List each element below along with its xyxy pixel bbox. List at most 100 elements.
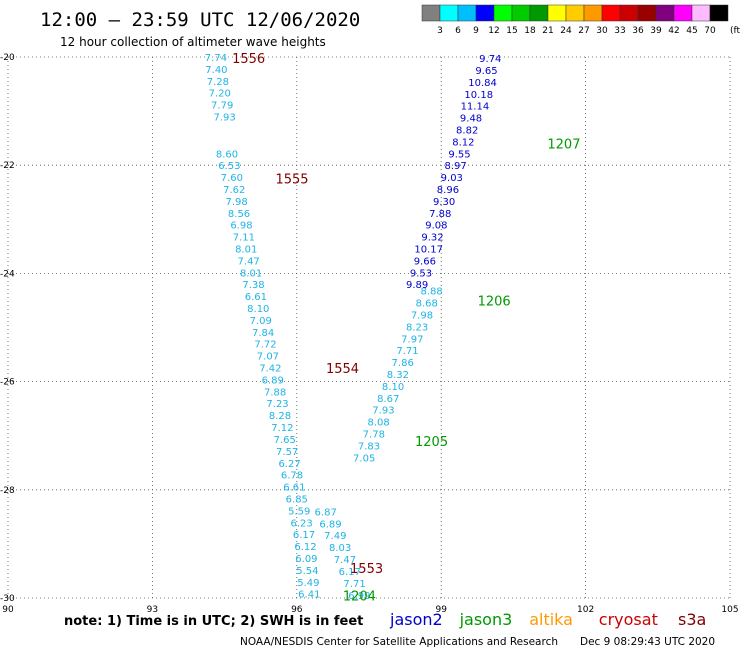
wave-height-point: 9.53 bbox=[410, 268, 432, 279]
scale-swatch bbox=[673, 4, 693, 22]
wave-height-point: 9.30 bbox=[433, 197, 455, 208]
wave-height-point: 6.17 bbox=[339, 567, 361, 578]
wave-height-point: 6.53 bbox=[218, 161, 240, 172]
wave-height-point: 6.09 bbox=[295, 554, 317, 565]
pass-label: 1207 bbox=[547, 138, 580, 153]
wave-height-point: 9.08 bbox=[425, 221, 447, 232]
scale-swatch bbox=[457, 4, 477, 22]
mission-label: jason2 bbox=[389, 610, 443, 629]
wave-height-point: 8.10 bbox=[247, 304, 269, 315]
wave-height-point: 7.98 bbox=[226, 197, 248, 208]
scale-label: 27 bbox=[578, 26, 589, 36]
wave-height-point: 7.07 bbox=[257, 352, 279, 363]
chart-title: 12:00 – 23:59 UTC 12/06/2020 bbox=[40, 9, 360, 31]
y-tick-label: -26 bbox=[0, 378, 15, 388]
scale-swatch bbox=[601, 4, 621, 22]
y-tick-label: -20 bbox=[0, 53, 15, 63]
scale-swatch bbox=[655, 4, 675, 22]
scale-swatch bbox=[439, 4, 459, 22]
wave-height-point: 9.66 bbox=[414, 256, 436, 267]
wave-height-point: 6.12 bbox=[294, 542, 316, 553]
scale-label: 36 bbox=[632, 26, 644, 36]
scale-label: 24 bbox=[560, 26, 572, 36]
pass-label: 1204 bbox=[343, 589, 376, 604]
wave-height-point: 6.61 bbox=[245, 292, 267, 303]
scale-swatch bbox=[529, 4, 549, 22]
scale-unit: (ft) bbox=[730, 26, 740, 36]
pass-number-labels: 1556 1555 1554 1553 1207 1206 1205 1204 bbox=[232, 52, 580, 604]
scale-swatch bbox=[709, 4, 729, 22]
pass-label: 1556 bbox=[232, 52, 265, 67]
wave-height-values: 7.747.407.287.207.797.938.606.537.607.62… bbox=[205, 53, 502, 602]
scale-label: 21 bbox=[542, 26, 553, 36]
wave-height-point: 10.17 bbox=[414, 245, 443, 256]
wave-height-point: 8.08 bbox=[367, 418, 389, 429]
wave-height-point: 8.03 bbox=[329, 543, 351, 554]
wave-height-point: 8.01 bbox=[235, 245, 257, 256]
wave-height-point: 8.01 bbox=[240, 268, 262, 279]
wave-height-point: 7.72 bbox=[254, 340, 276, 351]
wave-height-point: 7.47 bbox=[334, 555, 356, 566]
x-tick-label: 105 bbox=[721, 605, 738, 615]
scale-swatch bbox=[565, 4, 585, 22]
scale-swatch bbox=[511, 4, 531, 22]
wave-height-point: 6.17 bbox=[293, 530, 315, 541]
scale-swatch bbox=[493, 4, 513, 22]
wave-height-point: 8.82 bbox=[456, 125, 478, 136]
wave-height-point: 7.65 bbox=[274, 435, 296, 446]
chart-subtitle: 12 hour collection of altimeter wave hei… bbox=[60, 35, 326, 49]
wave-height-point: 6.61 bbox=[283, 483, 305, 494]
wave-height-point: 7.49 bbox=[324, 531, 346, 542]
wave-height-point: 7.42 bbox=[259, 364, 281, 375]
y-tick-label: -24 bbox=[0, 269, 15, 279]
wave-height-point: 7.71 bbox=[396, 346, 418, 357]
wave-height-point: 7.47 bbox=[238, 256, 260, 267]
scale-label: 42 bbox=[668, 26, 679, 36]
wave-height-point: 7.05 bbox=[353, 453, 375, 464]
wave-height-point: 10.18 bbox=[464, 90, 493, 101]
wave-height-point: 6.41 bbox=[298, 590, 320, 601]
y-tick-label: -30 bbox=[0, 594, 15, 604]
footer-timestamp: Dec 9 08:29:43 UTC 2020 bbox=[580, 636, 715, 648]
wave-height-point: 8.10 bbox=[382, 382, 404, 393]
wave-height-point: 10.84 bbox=[468, 78, 497, 89]
wave-height-point: 8.67 bbox=[377, 394, 399, 405]
pass-label: 1555 bbox=[275, 173, 308, 188]
wave-height-point: 9.03 bbox=[441, 173, 463, 184]
scale-label: 3 bbox=[437, 26, 443, 36]
wave-height-point: 7.74 bbox=[205, 53, 227, 64]
wave-height-point: 8.96 bbox=[437, 185, 459, 196]
wave-height-point: 7.20 bbox=[209, 89, 231, 100]
wave-height-point: 7.23 bbox=[266, 399, 288, 410]
wave-height-point: 7.60 bbox=[221, 173, 243, 184]
scale-label: 15 bbox=[506, 26, 517, 36]
scale-swatch bbox=[547, 4, 567, 22]
footer-note: note: 1) Time is in UTC; 2) SWH is in fe… bbox=[64, 614, 363, 629]
wave-height-point: 8.32 bbox=[387, 370, 409, 381]
wave-height-point: 8.28 bbox=[269, 411, 291, 422]
x-tick-label: 93 bbox=[147, 605, 158, 615]
mission-label: jason3 bbox=[459, 610, 513, 629]
wave-height-point: 8.23 bbox=[406, 322, 428, 333]
x-tick-label: 96 bbox=[291, 605, 303, 615]
x-tick-label: 90 bbox=[2, 605, 14, 615]
scale-swatch bbox=[421, 4, 441, 22]
wave-height-point: 7.98 bbox=[411, 311, 433, 322]
wave-height-point: 9.89 bbox=[406, 280, 428, 291]
wave-height-point: 5.49 bbox=[297, 578, 319, 589]
wave-height-point: 6.78 bbox=[281, 471, 303, 482]
wave-height-point: 7.57 bbox=[276, 447, 298, 458]
pass-label: 1205 bbox=[415, 435, 448, 450]
plot-grid bbox=[7, 56, 731, 599]
y-tick-label: -28 bbox=[0, 486, 15, 496]
wave-height-point: 7.28 bbox=[207, 77, 229, 88]
scale-swatch bbox=[691, 4, 711, 22]
wave-height-point: 8.68 bbox=[416, 299, 438, 310]
x-tick-label: 102 bbox=[577, 605, 594, 615]
mission-label: cryosat bbox=[599, 610, 658, 629]
pass-label: 1553 bbox=[350, 562, 383, 577]
scale-label: 9 bbox=[473, 26, 479, 36]
pass-label: 1206 bbox=[478, 294, 511, 309]
